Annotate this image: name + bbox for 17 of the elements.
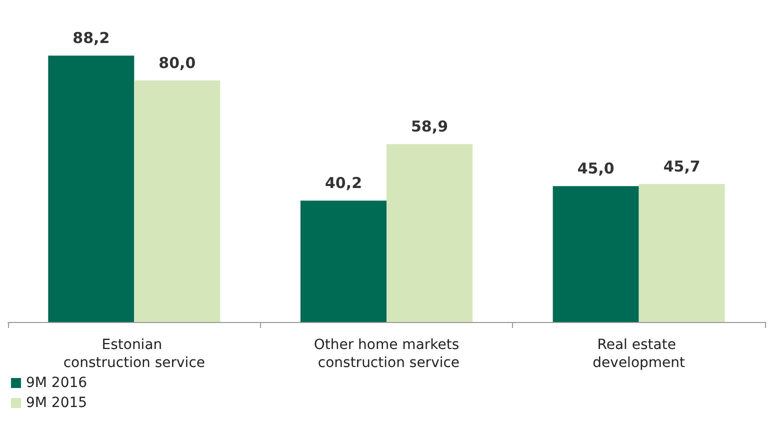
x-tick-label: Real estate development — [592, 337, 686, 371]
data-label: 80,0 — [158, 54, 196, 72]
bar — [300, 200, 386, 322]
bar — [386, 144, 472, 322]
data-label: 40,2 — [324, 174, 362, 192]
bar — [552, 186, 639, 322]
legend-label: 9M 2016 — [26, 375, 88, 391]
legend-label: 9M 2015 — [26, 395, 88, 411]
bar — [48, 56, 134, 322]
data-label: 58,9 — [410, 118, 448, 136]
x-tick-label: Other home markets construction service — [313, 337, 460, 371]
data-label: 45,0 — [577, 160, 614, 178]
data-label: 88,2 — [72, 29, 110, 48]
bar — [134, 80, 220, 322]
x-tick-label: Estonian construction service — [63, 337, 206, 371]
data-label: 45,7 — [663, 157, 700, 176]
bar — [638, 184, 725, 322]
